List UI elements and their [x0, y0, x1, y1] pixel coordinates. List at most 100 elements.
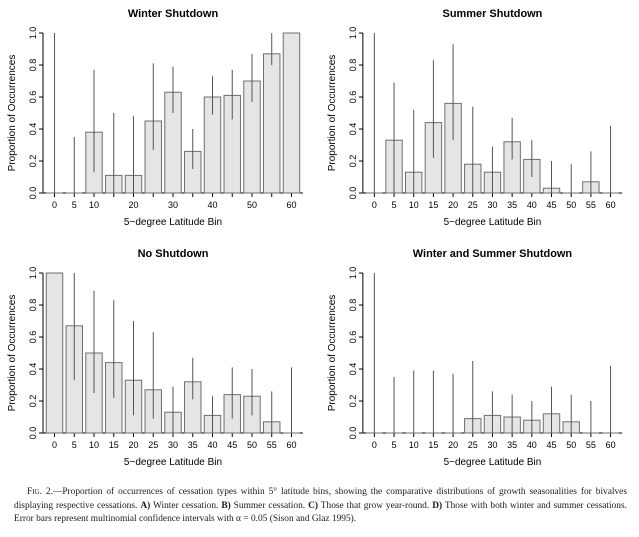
y-tick-label: 0.8 [348, 59, 358, 71]
x-tick-label: 0 [372, 440, 377, 450]
y-tick-label: 0.0 [28, 427, 38, 440]
x-tick-label: 40 [207, 200, 217, 210]
y-tick-label: 0.4 [348, 123, 358, 135]
y-tick-label: 0.6 [28, 91, 38, 104]
x-tick-label: 35 [188, 440, 198, 450]
x-axis-label: 5−degree Latitude Bin [444, 457, 542, 468]
x-tick-label: 50 [247, 200, 257, 210]
x-tick-label: 5 [72, 200, 77, 210]
x-tick-label: 25 [468, 200, 478, 210]
caption-segment: A) [140, 500, 151, 511]
y-tick-label: 0.6 [348, 331, 358, 343]
y-axis-label: Proportion of Occurrences [7, 295, 18, 412]
bar [45, 272, 64, 434]
summer-shutdown-chart: Summer Shutdown 0.0 0.2 0.4 0.6 0.8 1.0 Proport… [327, 8, 623, 228]
y-tick-label: 0.4 [28, 123, 38, 136]
y-tick-label: 0.6 [348, 91, 358, 103]
y-tick-label: 0.2 [28, 155, 38, 168]
x-tick-label: 10 [409, 440, 419, 450]
x-tick-label: 5 [392, 200, 397, 210]
chart-title: No Shutdown [138, 248, 209, 260]
x-tick-label: 30 [168, 440, 178, 450]
x-tick-label: 45 [547, 200, 557, 210]
y-axis-label: Proportion of Occurrences [7, 55, 18, 172]
x-tick-label: 40 [527, 200, 537, 210]
x-tick-label: 45 [227, 440, 237, 450]
caption-segment: Those that grow year-round. [318, 500, 433, 511]
x-tick-label: 55 [586, 440, 596, 450]
y-tick-label: 0.4 [348, 363, 358, 375]
x-tick-label: 20 [128, 440, 138, 450]
x-tick-label: 30 [168, 200, 178, 210]
y-axis-label: Proportion of Occurrences [327, 295, 338, 412]
x-tick-label: 0 [52, 200, 57, 210]
x-tick-label: 10 [409, 200, 419, 210]
x-axis-label: 5−degree Latitude Bin [124, 217, 222, 228]
winter-and-summer-shutdown-chart: Winter and Summer Shutdown 0.0 0.2 0.4 0.6 0.… [327, 248, 623, 468]
y-tick-label: 1.0 [28, 267, 38, 280]
x-tick-label: 55 [267, 440, 277, 450]
winter-shutdown-chart: Winter Shutdown 0.0 0.2 0.4 0.6 0.8 1.0 Proport… [7, 8, 303, 228]
y-tick-label: 0.2 [28, 395, 38, 408]
y-axis-label: Proportion of Occurrences [327, 55, 338, 172]
y-tick-label: 0.0 [348, 187, 358, 199]
x-tick-label: 20 [448, 200, 458, 210]
x-tick-label: 5 [392, 440, 397, 450]
y-tick-label: 1.0 [348, 27, 358, 39]
x-tick-label: 15 [428, 200, 438, 210]
x-tick-label: 0 [372, 200, 377, 210]
chart-panel-winter-shutdown: Winter Shutdown 0.0 0.2 0.4 0.6 0.8 1.0 Proport… [0, 0, 320, 240]
y-tick-label: 0.4 [28, 363, 38, 376]
x-tick-label: 60 [286, 440, 296, 450]
x-axis-label: 5−degree Latitude Bin [444, 217, 542, 228]
y-tick-label: 1.0 [28, 27, 38, 40]
x-tick-label: 15 [109, 440, 119, 450]
x-tick-label: 30 [487, 200, 497, 210]
chart-panel-no-shutdown: No Shutdown 0.0 0.2 0.4 0.6 0.8 1.0 Proportion … [0, 240, 320, 480]
x-tick-label: 20 [128, 200, 138, 210]
y-tick-label: 0.2 [348, 395, 358, 407]
y-tick-label: 0.6 [28, 331, 38, 344]
caption-segment: Fig. 2. [27, 487, 53, 497]
x-tick-label: 10 [89, 440, 99, 450]
x-tick-label: 60 [606, 440, 616, 450]
x-tick-label: 60 [286, 200, 296, 210]
y-tick-label: 1.0 [348, 267, 358, 279]
bar [263, 53, 281, 194]
x-tick-label: 50 [247, 440, 257, 450]
y-tick-label: 0.0 [28, 187, 38, 200]
y-tick-label: 0.8 [28, 59, 38, 72]
x-tick-label: 40 [207, 440, 217, 450]
x-tick-label: 45 [547, 440, 557, 450]
no-shutdown-chart: No Shutdown 0.0 0.2 0.4 0.6 0.8 1.0 Proportion … [7, 248, 303, 468]
caption-segment: Summer cessation. [230, 500, 309, 511]
x-tick-label: 20 [448, 440, 458, 450]
caption-segment: Those with both winter and summer cessat… [14, 500, 627, 525]
x-tick-label: 55 [586, 200, 596, 210]
figure-caption: Fig. 2.—Proportion of occurrences of ces… [14, 486, 627, 527]
x-tick-label: 5 [72, 440, 77, 450]
chart-title: Winter and Summer Shutdown [413, 248, 573, 260]
caption-segment: —Proportion of occurrences of cessation … [14, 487, 627, 511]
x-tick-label: 35 [507, 200, 517, 210]
x-tick-label: 50 [566, 200, 576, 210]
x-tick-label: 35 [507, 440, 517, 450]
x-tick-label: 0 [52, 440, 57, 450]
y-tick-label: 0.8 [348, 299, 358, 311]
y-tick-label: 0.8 [28, 299, 38, 312]
chart-title: Summer Shutdown [443, 8, 543, 20]
caption-segment: C) [308, 500, 318, 511]
x-axis-label: 5−degree Latitude Bin [124, 457, 222, 468]
chart-title: Winter Shutdown [128, 8, 219, 20]
x-tick-label: 40 [527, 440, 537, 450]
x-tick-label: 60 [606, 200, 616, 210]
chart-panel-summer-shutdown: Summer Shutdown 0.0 0.2 0.4 0.6 0.8 1.0 Proport… [320, 0, 639, 240]
charts-grid: Winter Shutdown 0.0 0.2 0.4 0.6 0.8 1.0 Proport… [0, 0, 639, 480]
x-tick-label: 15 [428, 440, 438, 450]
y-tick-label: 0.2 [348, 155, 358, 167]
x-tick-label: 10 [89, 200, 99, 210]
x-tick-label: 30 [487, 440, 497, 450]
chart-panel-winter-and-summer-shutdown: Winter and Summer Shutdown 0.0 0.2 0.4 0.6 0.… [320, 240, 639, 480]
x-tick-label: 25 [148, 440, 158, 450]
